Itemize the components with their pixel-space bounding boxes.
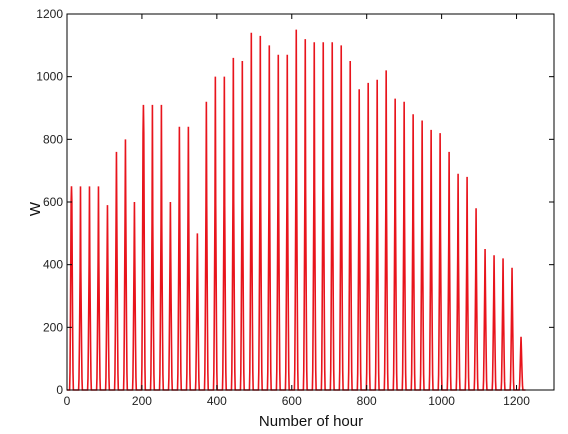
series-day-43 (444, 151, 454, 391)
plot-frame (66, 13, 555, 391)
series-day-23 (264, 45, 274, 391)
y-tick-label: 200 (43, 320, 63, 334)
series-day-14 (183, 126, 193, 391)
x-tick-label: 200 (132, 394, 152, 408)
series-day-9 (138, 104, 148, 391)
series-day-35 (372, 79, 382, 391)
series-day-16 (201, 101, 211, 391)
series-day-32 (345, 60, 355, 391)
series-day-13 (174, 126, 184, 391)
y-axis-label-group: W (27, 201, 44, 216)
series-day-3 (84, 186, 94, 391)
series-day-25 (282, 54, 292, 391)
x-tick-label: 1000 (428, 394, 455, 408)
series-day-21 (246, 32, 256, 391)
x-tick-label: 600 (282, 394, 302, 408)
series-day-20 (237, 60, 247, 391)
y-tick-label: 0 (56, 383, 63, 397)
y-tick-label: 1000 (36, 70, 63, 84)
series-day-38 (399, 101, 409, 391)
plot-series (67, 29, 526, 391)
series-day-6 (111, 151, 121, 391)
series-day-49 (498, 258, 508, 391)
series-day-2 (75, 186, 85, 391)
series-day-18 (219, 76, 229, 391)
series-day-29 (318, 42, 328, 391)
series-day-4 (93, 186, 103, 391)
x-tick-label: 400 (207, 394, 227, 408)
y-tick-label: 400 (43, 258, 63, 272)
series-day-40 (417, 120, 427, 391)
series-day-36 (381, 70, 391, 391)
series-day-45 (462, 176, 472, 391)
series-day-7 (120, 139, 130, 391)
series-day-26 (291, 29, 301, 391)
series-day-12 (165, 201, 175, 391)
y-tick-label: 1200 (36, 7, 63, 21)
y-tick-label: 800 (43, 132, 63, 146)
x-tick-label: 0 (64, 394, 71, 408)
series-day-5 (102, 205, 112, 391)
series-day-33 (354, 89, 364, 391)
series-day-10 (147, 104, 157, 391)
series-day-31 (336, 45, 346, 391)
series-day-39 (408, 114, 418, 391)
series-day-41 (426, 129, 436, 391)
series-day-22 (255, 35, 265, 391)
series-day-44 (453, 173, 463, 391)
tick-layer: 0 200 400 600 800 1000 1200 0 200 400 600 800 1000 12… (36, 7, 554, 408)
series-day-24 (273, 54, 283, 391)
x-tick-label: 800 (357, 394, 377, 408)
series-day-50 (507, 267, 517, 391)
series-day-42 (435, 133, 445, 391)
y-tick-label: 600 (43, 195, 63, 209)
series-day-48 (489, 255, 499, 391)
x-axis-label: Number of hour (259, 413, 363, 430)
series-day-34 (363, 82, 373, 391)
series-day-28 (309, 42, 319, 391)
series-day-27 (300, 39, 310, 391)
series-day-51 (516, 336, 526, 391)
series-day-19 (228, 57, 238, 391)
series-day-46 (471, 208, 481, 391)
series-day-8 (129, 201, 139, 391)
x-tick-label: 1200 (503, 394, 530, 408)
series-day-30 (327, 42, 337, 391)
series-day-17 (210, 76, 220, 391)
series-day-1 (67, 186, 76, 391)
y-axis-label: W (27, 201, 44, 216)
series-day-37 (390, 98, 400, 391)
series-day-15 (192, 233, 202, 391)
series-day-47 (480, 248, 490, 391)
series-day-11 (156, 104, 166, 391)
